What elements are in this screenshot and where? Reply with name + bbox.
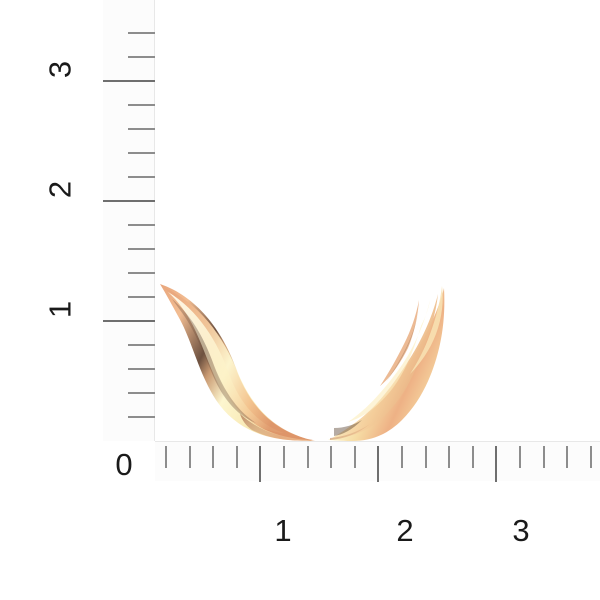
vertical-axis-line xyxy=(154,0,155,441)
vertical-major-tick xyxy=(103,320,155,322)
vertical-ruler-band xyxy=(103,0,155,441)
vertical-tick-label: 2 xyxy=(42,180,78,199)
vertical-minor-tick xyxy=(128,416,155,418)
horizontal-tick-label: 3 xyxy=(512,513,530,548)
horizontal-minor-tick xyxy=(519,446,521,468)
vertical-major-tick xyxy=(103,200,155,202)
origin-label: 0 xyxy=(115,447,133,482)
horizontal-minor-tick xyxy=(401,446,403,468)
vertical-minor-tick xyxy=(128,344,155,346)
vertical-minor-tick xyxy=(128,272,155,274)
horizontal-tick-label: 2 xyxy=(396,513,414,548)
left-earring-shape xyxy=(160,284,316,441)
horizontal-minor-tick xyxy=(566,446,568,468)
vertical-major-tick xyxy=(103,80,155,82)
horizontal-minor-tick xyxy=(472,446,474,468)
horizontal-minor-tick xyxy=(354,446,356,468)
horizontal-minor-tick xyxy=(543,446,545,468)
horizontal-minor-tick xyxy=(165,446,167,468)
vertical-minor-tick xyxy=(128,104,155,106)
horizontal-minor-tick xyxy=(307,446,309,468)
vertical-minor-tick xyxy=(128,248,155,250)
right-earring-shape xyxy=(328,286,445,441)
vertical-minor-tick xyxy=(128,392,155,394)
horizontal-major-tick xyxy=(377,446,379,482)
horizontal-axis-line xyxy=(155,441,600,442)
vertical-tick-label: 3 xyxy=(42,60,78,79)
vertical-minor-tick xyxy=(128,176,155,178)
horizontal-major-tick xyxy=(259,446,261,482)
vertical-minor-tick xyxy=(128,128,155,130)
horizontal-minor-tick xyxy=(590,446,592,468)
vertical-minor-tick xyxy=(128,152,155,154)
vertical-minor-tick xyxy=(128,296,155,298)
horizontal-minor-tick xyxy=(448,446,450,468)
horizontal-minor-tick xyxy=(212,446,214,468)
horizontal-minor-tick xyxy=(189,446,191,468)
horizontal-major-tick xyxy=(495,446,497,482)
horizontal-minor-tick xyxy=(236,446,238,468)
vertical-tick-label: 1 xyxy=(42,300,78,319)
horizontal-tick-label: 1 xyxy=(274,513,292,548)
vertical-minor-tick xyxy=(128,368,155,370)
vertical-minor-tick xyxy=(128,224,155,226)
vertical-minor-tick xyxy=(128,32,155,34)
vertical-minor-tick xyxy=(128,56,155,58)
horizontal-minor-tick xyxy=(283,446,285,468)
horizontal-minor-tick xyxy=(425,446,427,468)
horizontal-minor-tick xyxy=(330,446,332,468)
